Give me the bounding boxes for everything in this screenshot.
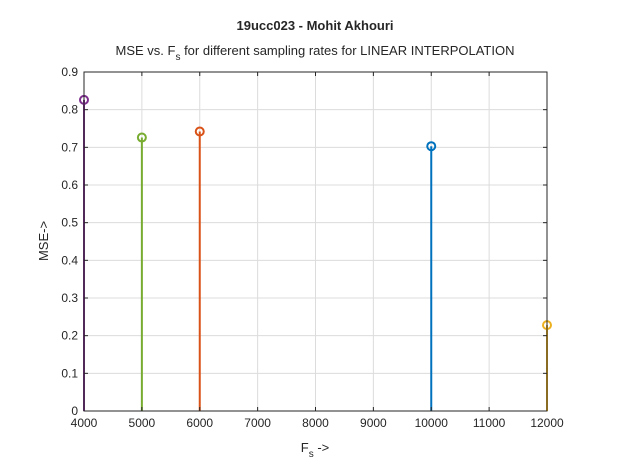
subtitle-rest: for different sampling rates for LINEAR …	[180, 43, 514, 58]
stem-marker	[426, 141, 437, 152]
xlabel-subscript: s	[309, 449, 314, 460]
x-axis-label: Fs ->	[301, 440, 330, 460]
stem-marker	[194, 126, 205, 137]
y-tick-label: 0.9	[61, 65, 78, 79]
x-tick-label: 5000	[129, 416, 156, 430]
chart-title: 19ucc023 - Mohit Akhouri	[237, 18, 394, 33]
subtitle-subscript: s	[175, 52, 180, 63]
ticks	[83, 71, 548, 412]
y-tick-label: 0.7	[61, 140, 78, 154]
xlabel-main: F	[301, 440, 309, 455]
y-tick-label: 0.5	[61, 216, 78, 230]
stem-marker	[136, 132, 147, 143]
x-tick-label: 11000	[473, 416, 506, 430]
y-tick-label: 0.3	[61, 291, 78, 305]
x-tick-labels: 4000 5000 6000 7000 8000 9000 10000 11000 12000	[71, 416, 564, 430]
y-tick-label: 0.4	[61, 253, 78, 267]
y-tick-label: 0.8	[61, 103, 78, 117]
x-tick-label: 7000	[244, 416, 271, 430]
y-tick-label: 0.2	[61, 329, 78, 343]
x-tick-label: 9000	[360, 416, 387, 430]
chart-subtitle: MSE vs. Fs for different sampling rates …	[116, 43, 515, 63]
y-axis-label: MSE->	[36, 221, 51, 261]
x-tick-label: 10000	[415, 416, 449, 430]
y-tick-label: 0.1	[61, 366, 78, 380]
x-tick-label: 6000	[186, 416, 213, 430]
subtitle-main: MSE vs. F	[116, 43, 176, 58]
xlabel-rest: ->	[314, 440, 330, 455]
x-tick-label: 12000	[530, 416, 564, 430]
x-tick-label: 4000	[71, 416, 98, 430]
y-tick-label: 0	[71, 404, 78, 418]
x-tick-label: 8000	[302, 416, 329, 430]
y-tick-label: 0.6	[61, 178, 78, 192]
y-tick-labels: 0 0.1 0.2 0.3 0.4 0.5 0.6 0.7 0.8 0.9	[61, 65, 78, 418]
